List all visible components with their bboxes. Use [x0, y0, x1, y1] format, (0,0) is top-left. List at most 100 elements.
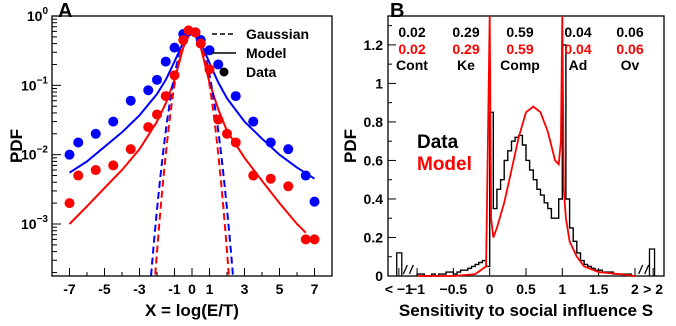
data-histogram	[416, 44, 635, 277]
data-point-red	[190, 27, 201, 38]
data-point-blue	[300, 170, 311, 181]
gaussian-curve-blue	[150, 29, 234, 276]
data-point-red	[73, 170, 84, 181]
data-point-red	[178, 35, 189, 46]
data-point-blue	[213, 59, 224, 70]
panel-label-b: B	[390, 0, 404, 22]
x-tick-label-b: 0	[486, 281, 494, 297]
legend-data-swatch	[219, 67, 229, 77]
category-data-value: 0.02	[398, 24, 425, 40]
x-axis-label-b: Sensitivity to social influence S	[399, 301, 653, 320]
y-tick-label-a: 10−2	[21, 145, 48, 163]
x-tick-label-a: 1	[206, 281, 214, 297]
category-model-value: 0.29	[452, 41, 479, 57]
x-tick-label-b: 0.5	[516, 281, 536, 297]
category-model-value: 0.02	[398, 41, 425, 57]
axis-break-mark	[408, 264, 414, 275]
panel-a: A -7 -5 -3 -1 0 1 3 5 7 100 10−1 10−2 10−3 X = log(E/T…	[7, 0, 333, 320]
data-point-blue	[230, 91, 241, 102]
x-tick-label-a: -5	[98, 281, 111, 297]
data-point-blue	[160, 56, 171, 67]
x-tick-label-b: > 2	[643, 281, 663, 297]
category-data-value: 0.04	[564, 24, 591, 40]
data-point-blue	[64, 149, 75, 160]
category-label: Ke	[457, 57, 475, 73]
data-point-blue	[90, 128, 101, 139]
y-tick-label-b: 0.2	[364, 229, 384, 245]
data-point-red	[204, 64, 215, 75]
axis-break-bg-0	[402, 264, 415, 275]
legend-model-label: Model	[417, 154, 472, 175]
data-point-blue	[265, 137, 276, 148]
category-label: Comp	[500, 57, 540, 73]
x-tick-label-b: −0.5	[440, 281, 468, 297]
category-model-value: 0.04	[564, 41, 591, 57]
x-tick-label-a: -7	[63, 281, 76, 297]
data-point-red	[309, 234, 320, 245]
data-point-blue	[204, 45, 215, 56]
y-tick-label-b: 0.6	[364, 152, 384, 168]
data-point-blue	[283, 144, 294, 155]
x-axis-label-a: X = log(E/T)	[145, 301, 239, 320]
outlier-bar-below-minus1	[396, 252, 403, 276]
x-tick-label-a: -3	[133, 281, 146, 297]
x-tick-label-a: 0	[188, 281, 196, 297]
legend-gaussian-label: Gaussian	[246, 26, 309, 42]
panel-b: B 0 0.2 0.4 0.6 0.8 1 1.2 < −1−1 −0.5 0 0.5 1 1.5 2 > 2…	[341, 0, 665, 320]
data-point-blue	[125, 95, 136, 106]
category-data-value: 0.59	[506, 24, 533, 40]
x-tick-label-a: 3	[241, 281, 249, 297]
x-tick-label-b: 1.5	[589, 281, 609, 297]
model-curve	[417, 15, 636, 277]
category-label: Ov	[621, 57, 640, 73]
data-point-blue	[152, 74, 162, 85]
x-tick-label-b: 2	[631, 281, 639, 297]
x-tick-label-b: < −1	[385, 281, 413, 297]
category-data-value: 0.06	[616, 24, 643, 40]
data-point-red	[265, 173, 276, 184]
data-point-red	[230, 137, 241, 148]
axis-break-bg-1	[637, 264, 650, 275]
data-point-red	[125, 144, 136, 155]
data-point-red	[195, 38, 206, 49]
data-point-red	[248, 170, 259, 181]
data-point-blue	[143, 85, 154, 96]
y-tick-label-b: 1.2	[364, 37, 384, 53]
data-point-red	[108, 160, 119, 171]
y-tick-label-b: 0	[375, 268, 383, 284]
data-point-red	[64, 198, 75, 209]
data-point-red	[300, 234, 311, 245]
data-point-blue	[169, 42, 180, 53]
y-tick-label-b: 0.8	[364, 114, 384, 130]
data-point-red	[143, 122, 154, 133]
legend-data-label: Data	[417, 132, 459, 153]
legend-data-label: Data	[246, 64, 277, 80]
data-point-red	[283, 181, 294, 192]
x-tick-label-b: 1	[558, 281, 566, 297]
y-tick-label-b: 0.4	[364, 191, 384, 207]
y-axis-label-b: PDF	[341, 129, 360, 163]
category-label: Ad	[569, 57, 588, 73]
y-axis-label-a: PDF	[7, 129, 26, 163]
y-tick-label-a: 100	[27, 6, 49, 24]
y-tick-label-b: 1	[375, 75, 383, 91]
data-point-red	[160, 91, 171, 102]
x-tick-label-b: −1	[409, 281, 425, 297]
y-tick-label-a: 10−3	[21, 214, 48, 232]
x-tick-label-a: 7	[311, 281, 319, 297]
data-point-red	[169, 70, 180, 81]
x-tick-label-a: -1	[168, 281, 181, 297]
data-point-red	[222, 128, 232, 139]
data-point-blue	[108, 116, 119, 127]
y-tick-label-a: 10−1	[21, 75, 48, 93]
data-point-red	[90, 165, 101, 176]
panel-label-a: A	[58, 0, 72, 22]
outlier-bar-above-2	[648, 248, 656, 276]
axis-break-mark	[402, 264, 408, 275]
gaussian-curve-red	[154, 28, 230, 275]
legend-model-label: Model	[246, 45, 286, 61]
x-tick-label-a: 5	[276, 281, 284, 297]
axis-break-mark	[638, 264, 644, 275]
